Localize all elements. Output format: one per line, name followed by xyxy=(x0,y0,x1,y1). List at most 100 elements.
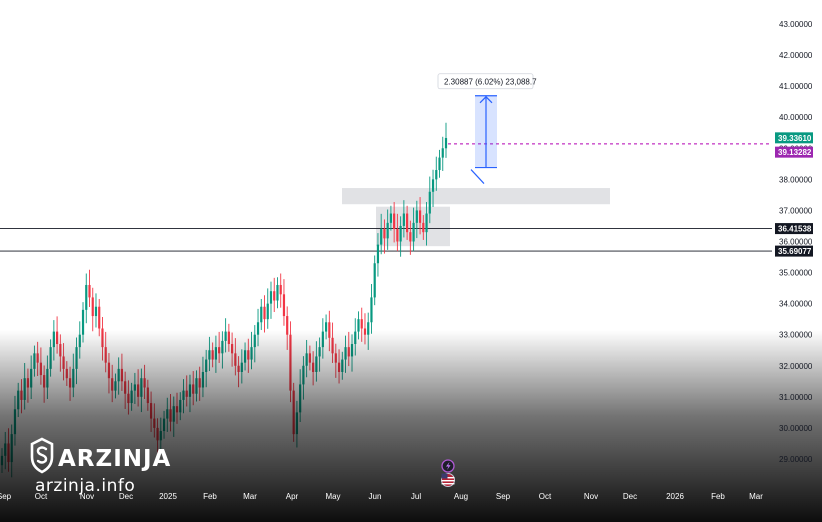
time-tick-label: Mar xyxy=(749,492,763,501)
time-tick-label: Nov xyxy=(584,492,598,501)
arzinja-logo-text: ARZINJA xyxy=(58,446,171,472)
price-tick-label: 42.00000 xyxy=(779,51,813,60)
candle-body xyxy=(376,244,380,264)
time-tick-label: Sep xyxy=(496,492,511,501)
price-tick-label: 40.00000 xyxy=(779,113,813,122)
candle-body xyxy=(435,170,438,180)
flag-stripe xyxy=(441,480,455,482)
measure-label: 2.30887 (6.02%) 23,088.7 xyxy=(444,77,537,86)
candle-body xyxy=(373,263,376,298)
time-tick-label: Oct xyxy=(539,492,552,501)
candle-body xyxy=(389,213,393,223)
measure-tool[interactable]: 2.30887 (6.02%) 23,088.7 xyxy=(437,73,537,184)
resistance-price-tag: 36.41538 xyxy=(778,225,812,234)
candle-body xyxy=(88,284,91,298)
price-axis: 43.0000042.0000041.0000040.0000039.00000… xyxy=(779,20,813,464)
candle-body xyxy=(425,213,428,233)
candle-body xyxy=(412,222,415,242)
candle-body xyxy=(444,138,448,149)
resistance-price-tag-bg xyxy=(775,223,813,235)
candle-body xyxy=(91,297,94,317)
candle-body xyxy=(380,229,383,245)
price-tick-label: 30.00000 xyxy=(779,424,813,433)
measure-arrow-head xyxy=(479,95,493,104)
price-tick-label: 29.00000 xyxy=(779,455,813,464)
event-markers xyxy=(441,459,455,487)
candle-body xyxy=(441,148,444,158)
candle-body xyxy=(273,291,276,301)
candle-body xyxy=(357,319,360,332)
candle-body xyxy=(367,322,370,335)
price-tick-label: 36.00000 xyxy=(779,237,813,246)
candle-body xyxy=(276,284,279,301)
flag-canton xyxy=(441,473,448,479)
candle-body xyxy=(269,291,273,304)
candle-body xyxy=(360,319,363,329)
candle-body xyxy=(438,157,441,171)
candle-body xyxy=(263,306,266,320)
candle-body xyxy=(406,213,409,233)
candle-body xyxy=(399,225,402,242)
price-tick-label: 41.00000 xyxy=(779,82,813,91)
price-tick-label: 31.00000 xyxy=(779,393,813,402)
candle-body xyxy=(431,179,435,192)
candle-body xyxy=(94,306,98,317)
time-tick-label: Jul xyxy=(411,492,421,501)
candle-body xyxy=(370,297,373,323)
prev-price-tag: 39.13282 xyxy=(778,148,812,157)
arzinja-logo: ARZINJA arzinja.info xyxy=(30,437,171,496)
time-tick-label: Mar xyxy=(243,492,257,501)
candle-body xyxy=(415,210,418,223)
lightning-glyph xyxy=(446,462,451,470)
price-tick-label: 35.00000 xyxy=(779,269,813,278)
price-tags: 39.13282 39.33610 36.41538 35.69077 xyxy=(775,132,813,257)
flag-stripe xyxy=(441,483,455,485)
candle-body xyxy=(396,229,399,242)
time-tick-label: Dec xyxy=(623,492,637,501)
price-tick-label: 33.00000 xyxy=(779,331,813,340)
candle-body xyxy=(279,284,282,295)
time-tick-label: May xyxy=(325,492,340,501)
time-tick-label: 2026 xyxy=(666,492,684,501)
measure-projection-line xyxy=(470,169,485,184)
price-tick-label: 37.00000 xyxy=(779,206,813,215)
candle-body xyxy=(81,309,85,335)
time-tick-label: Nov xyxy=(80,492,94,501)
time-tick-label: Oct xyxy=(35,492,48,501)
support-price-tag: 35.69077 xyxy=(778,247,812,256)
time-tick-label: Apr xyxy=(286,492,299,501)
time-tick-label: Jun xyxy=(369,492,382,501)
time-tick-label: Sep xyxy=(0,492,12,501)
candle-body xyxy=(260,306,263,323)
arzinja-logo-icon xyxy=(30,437,54,474)
prev-price-tag-bg xyxy=(775,146,813,158)
candle-body xyxy=(98,306,101,329)
watermark-gradient xyxy=(0,330,822,522)
candle-body xyxy=(324,322,328,332)
candle-body xyxy=(428,191,431,214)
candle-body xyxy=(409,232,412,242)
price-tick-label: 43.00000 xyxy=(779,20,813,29)
measure-label-box xyxy=(437,73,534,90)
time-tick-label: Dec xyxy=(119,492,133,501)
candle-body xyxy=(386,222,389,239)
candle-body xyxy=(402,213,405,226)
candle-body xyxy=(256,322,260,335)
candle-body xyxy=(383,229,386,239)
price-tick-label: 38.00000 xyxy=(779,175,813,184)
candle-body xyxy=(282,294,286,317)
price-tick-label: 34.00000 xyxy=(779,300,813,309)
time-axis: Sep Oct Nov Dec 2025 Feb Mar Apr May Jun Jul Aug Sep… xyxy=(0,492,763,501)
arzinja-site-text: arzinja.info xyxy=(35,476,135,496)
time-tick-label: Feb xyxy=(711,492,725,501)
time-tick-label: Aug xyxy=(454,492,468,501)
time-tick-label: 2025 xyxy=(159,492,177,501)
levels-layer xyxy=(0,143,772,252)
support-price-tag-bg xyxy=(775,245,813,257)
last-price-tag: 39.33610 xyxy=(778,134,812,143)
price-tick-label: 32.00000 xyxy=(779,362,813,371)
flag-stripe xyxy=(441,477,455,479)
candle-body xyxy=(85,284,88,310)
supply-zone xyxy=(342,188,610,205)
